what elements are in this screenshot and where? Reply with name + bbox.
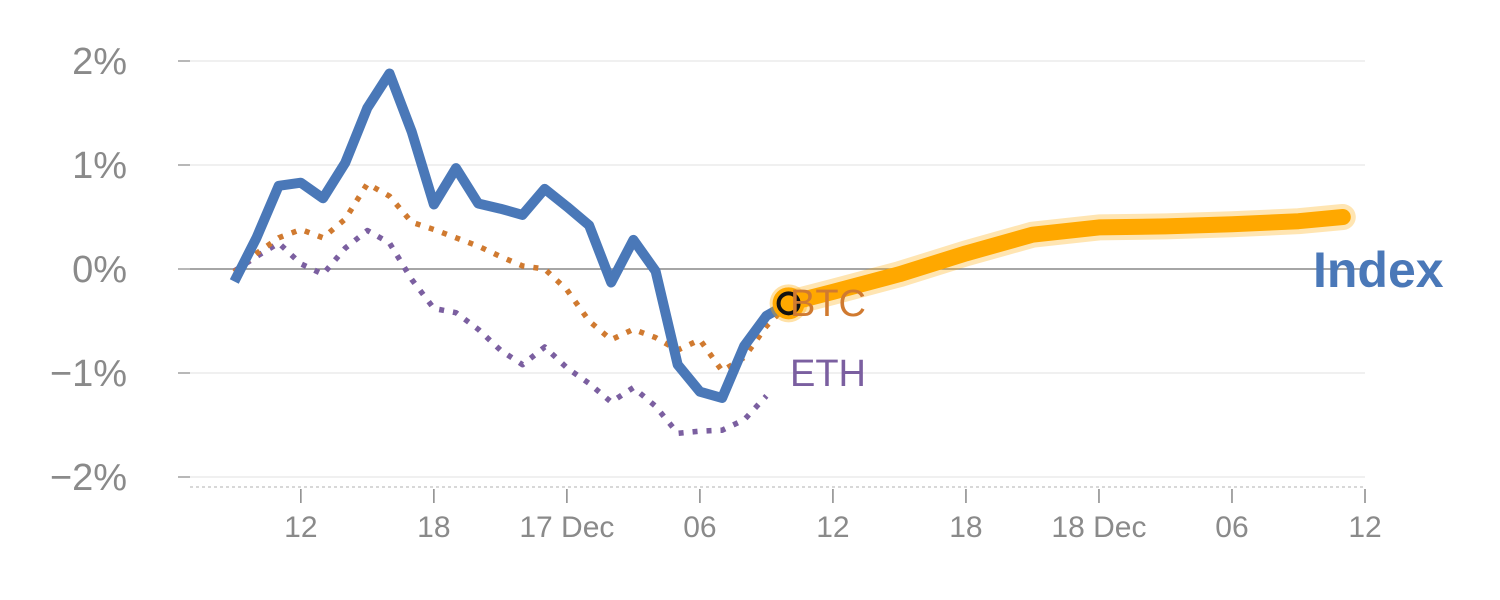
y-tick-label: −1% [50,353,127,395]
y-tick-label: 1% [72,145,127,187]
series-line-index [229,68,792,403]
x-tick-label: 17 Dec [519,511,614,544]
series-label-index: Index [1313,242,1444,298]
y-tick-label: 0% [72,249,127,291]
series-line-eth [232,227,769,437]
series-label-btc: BTC [790,283,866,325]
x-tick-label: 18 [949,511,982,544]
x-tick-label: 12 [1348,511,1381,544]
y-tick-label: 2% [72,41,127,83]
series-line-projection [780,209,1351,312]
y-tick-label: −2% [50,457,127,499]
x-tick-label: 18 [417,511,450,544]
x-tick-label: 06 [683,511,716,544]
x-axis: 12 18 17 Dec 06 12 18 18 Dec 06 12 [190,486,1382,544]
x-tick-label: 06 [1215,511,1248,544]
grid-lines [190,60,1365,478]
x-tick-label: 12 [816,511,849,544]
series-labels: Index BTC ETH [790,242,1444,395]
x-tick-label: 18 Dec [1051,511,1146,544]
current-point-marker [776,291,801,316]
x-tick-label: 12 [284,511,317,544]
series-lines [229,68,1356,437]
y-axis: 2% 1% 0% −1% −2% [50,41,190,499]
series-label-eth: ETH [790,353,866,395]
